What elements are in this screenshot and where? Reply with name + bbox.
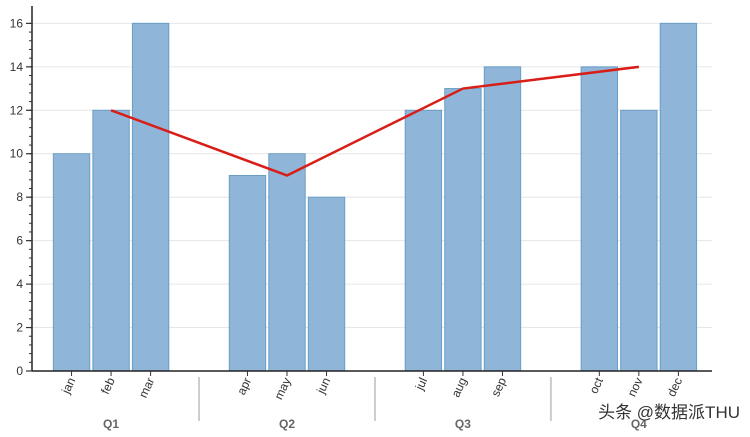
x-tick-label-nov: nov [625,375,646,398]
trend-line [110,65,640,177]
y-tick-label: 12 [10,103,24,117]
bar-apr [228,174,267,372]
x-tick-label-jan: jan [58,375,78,396]
bars [52,22,698,372]
y-tick-label: 8 [16,190,23,204]
bar-feb [92,109,130,372]
group-label-q3: Q3 [455,417,471,431]
x-axis-categories: jan feb mar apr may jun jul aug sep oct nov dec [58,371,685,402]
group-label-q4: Q4 [631,417,647,431]
y-axis-ticks: 0 2 4 6 8 10 12 14 16 [10,16,32,378]
x-tick-label-jul: jul [412,375,430,393]
x-tick-label-sep: sep [488,375,509,399]
bar-aug [444,88,482,372]
watermark: 头条 @数据派THU [598,403,740,422]
bar-jan [52,153,91,372]
bar-jun [307,196,346,372]
bar-oct [580,66,619,372]
x-tick-label-oct: oct [587,375,607,396]
y-tick-label: 2 [16,321,23,335]
y-tick-label: 10 [10,147,24,161]
x-tick-label-aug: aug [448,375,469,399]
group-label-q1: Q1 [103,417,119,431]
x-tick-label-jun: jun [313,375,333,396]
bar-nov [620,109,658,372]
line-series [110,65,640,177]
bar-may [268,153,306,372]
y-tick-label: 6 [16,234,23,248]
bar-jul [404,109,443,372]
group-label-q2: Q2 [279,417,295,431]
y-tick-label: 4 [16,277,23,291]
bar-mar [131,22,170,372]
bar-dec [659,22,698,372]
x-tick-label-dec: dec [664,375,685,398]
bar-sep [483,66,522,372]
x-axis-groups: Q1 Q2 Q3 Q4 [103,377,647,431]
y-tick-label: 16 [10,16,24,30]
x-tick-label-feb: feb [98,375,118,396]
x-tick-label-may: may [271,375,293,401]
y-tick-label: 14 [10,60,24,74]
x-tick-label-mar: mar [136,375,157,400]
y-tick-label: 0 [16,364,23,378]
x-tick-label-apr: apr [234,375,254,397]
